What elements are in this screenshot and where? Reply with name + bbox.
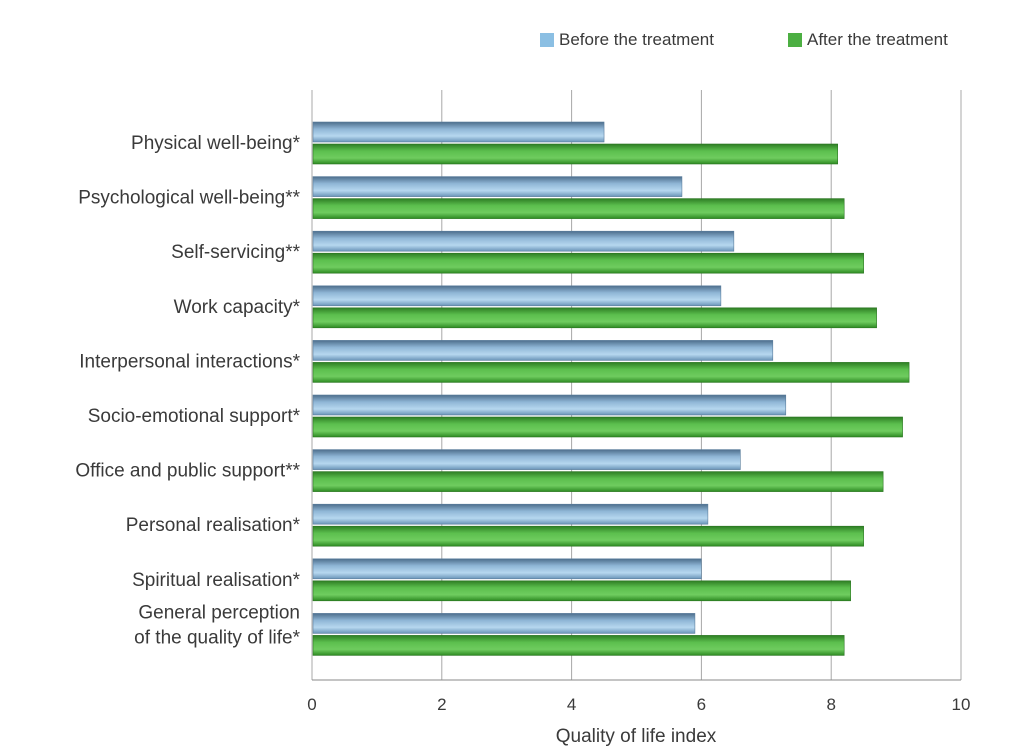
category-label-line-9-0: General perception: [138, 602, 300, 623]
bar-before-1: [312, 176, 683, 197]
category-label-6: Office and public support**: [75, 461, 300, 482]
bar-before-3: [312, 285, 722, 307]
legend-item-after: After the treatment: [788, 30, 948, 50]
legend-swatch-before: [540, 33, 554, 47]
category-label-5: Socio-emotional support*: [88, 406, 301, 427]
bar-after-3: [312, 307, 877, 329]
bar-before-2: [312, 230, 735, 252]
bar-after-0: [312, 143, 838, 165]
bar-after-9: [312, 635, 845, 656]
bar-before-6: [312, 449, 741, 470]
x-tick-label-5: 10: [952, 695, 971, 714]
x-tick-label-4: 8: [826, 695, 835, 714]
bar-after-2: [312, 252, 864, 274]
x-axis-title: Quality of life index: [556, 726, 717, 747]
x-tick-label-1: 2: [437, 695, 446, 714]
bar-after-1: [312, 198, 845, 219]
category-label-2: Self-servicing**: [171, 242, 300, 263]
bar-before-5: [312, 394, 787, 416]
legend-item-before: Before the treatment: [540, 30, 714, 50]
bar-before-4: [312, 340, 774, 361]
bar-before-9: [312, 613, 696, 634]
legend-label-after: After the treatment: [807, 30, 948, 49]
category-label-9: General perception of the quality of life…: [134, 602, 300, 648]
category-label-4: Interpersonal interactions*: [79, 351, 300, 372]
bar-after-7: [312, 525, 864, 547]
bar-before-0: [312, 121, 605, 143]
category-label-7: Personal realisation*: [126, 515, 301, 536]
x-tick-label-2: 4: [567, 695, 576, 714]
legend-label-before: Before the treatment: [559, 30, 714, 49]
x-tick-label-3: 6: [697, 695, 706, 714]
bar-before-8: [312, 558, 702, 580]
bar-before-7: [312, 503, 709, 525]
bar-after-4: [312, 362, 910, 383]
bar-after-6: [312, 471, 884, 492]
bar-after-5: [312, 416, 903, 438]
category-label-8: Spiritual realisation*: [132, 570, 301, 591]
category-label-line-9-1: of the quality of life*: [134, 627, 300, 648]
category-label-0: Physical well-being*: [131, 133, 301, 154]
category-label-3: Work capacity*: [174, 297, 301, 318]
category-label-1: Psychological well-being**: [78, 188, 300, 209]
x-tick-label-0: 0: [307, 695, 316, 714]
bar-after-8: [312, 580, 851, 602]
legend-swatch-after: [788, 33, 802, 47]
